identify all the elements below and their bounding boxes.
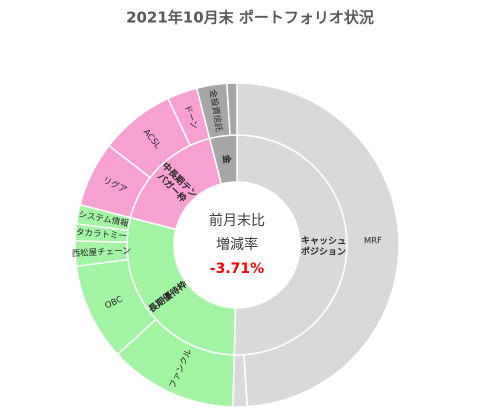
inner-label: キャッシュポジション — [301, 235, 346, 257]
chart-title: 2021年10月末 ポートフォリオ状況 — [126, 9, 374, 27]
outer-segment — [236, 82, 400, 408]
center-hole — [175, 183, 299, 307]
outer-segment — [226, 82, 238, 137]
center-text: 増減率 — [216, 236, 258, 253]
outer-label: 西松屋チェーン — [71, 245, 131, 259]
change-rate: -3.71% — [210, 261, 264, 277]
center-text: 前月末比 — [209, 212, 265, 229]
outer-label: タカラトミー — [76, 228, 128, 242]
outer-label: MRF — [364, 236, 383, 247]
outer-segment — [232, 353, 248, 408]
inner-label: 金 — [220, 153, 233, 165]
